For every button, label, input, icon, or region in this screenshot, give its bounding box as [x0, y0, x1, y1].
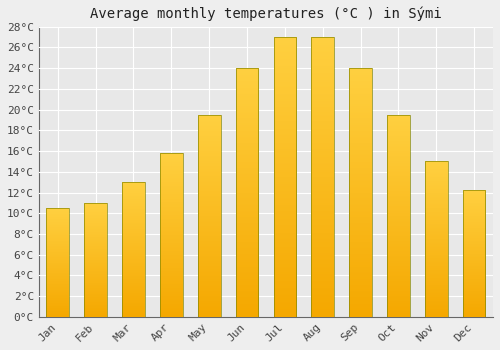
Bar: [387, 115, 410, 317]
Bar: [160, 153, 182, 317]
Bar: [236, 68, 258, 317]
Bar: [274, 37, 296, 317]
Bar: [122, 182, 145, 317]
Bar: [349, 68, 372, 317]
Bar: [198, 115, 220, 317]
Bar: [84, 203, 107, 317]
Bar: [425, 161, 448, 317]
Bar: [46, 208, 69, 317]
Title: Average monthly temperatures (°C ) in Sými: Average monthly temperatures (°C ) in Sý…: [90, 7, 442, 21]
Bar: [425, 161, 448, 317]
Bar: [349, 68, 372, 317]
Bar: [463, 190, 485, 317]
Bar: [236, 68, 258, 317]
Bar: [84, 203, 107, 317]
Bar: [274, 37, 296, 317]
Bar: [387, 115, 410, 317]
Bar: [312, 37, 334, 317]
Bar: [46, 208, 69, 317]
Bar: [463, 190, 485, 317]
Bar: [198, 115, 220, 317]
Bar: [312, 37, 334, 317]
Bar: [122, 182, 145, 317]
Bar: [160, 153, 182, 317]
